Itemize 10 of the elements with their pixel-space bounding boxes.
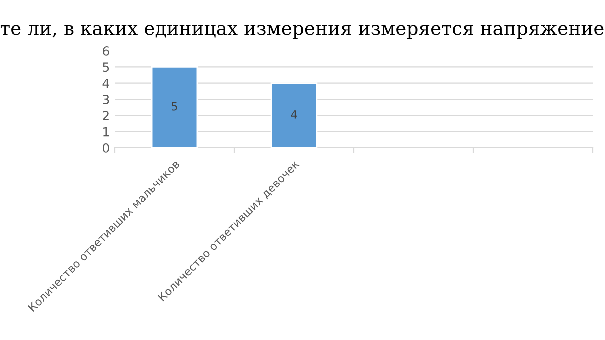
y-tick-label: 2 [103, 111, 109, 120]
y-tick-label: 5 [103, 62, 110, 72]
y-tick-label: 4 [102, 78, 110, 88]
y-tick-label: 3 [103, 94, 110, 104]
y-tick-label: 6 [103, 46, 110, 56]
chart-title: те ли, в каких единицах измерения измеряется напряжение [0, 25, 604, 40]
y-tick-label: 0 [103, 143, 110, 153]
data-label: 5 [172, 102, 178, 111]
y-tick-label: 1 [104, 127, 109, 137]
data-label: 4 [291, 110, 298, 119]
